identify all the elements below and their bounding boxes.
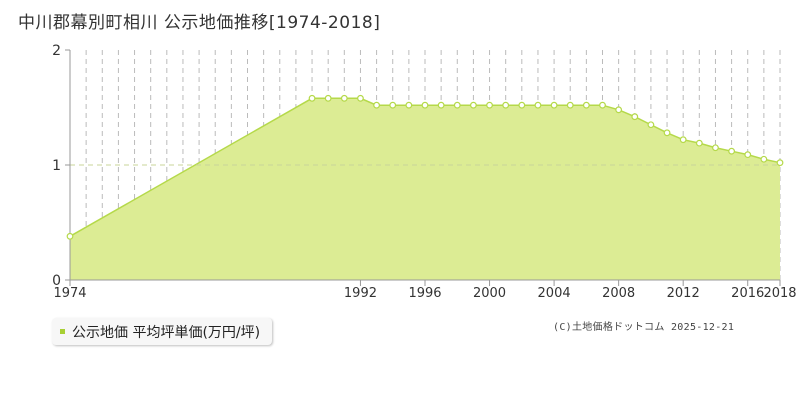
data-point [776,159,784,167]
data-point [502,101,510,109]
y-tick-label: 0 [52,273,61,289]
data-point [66,232,74,240]
data-point [453,101,461,109]
data-point [744,151,752,159]
data-point [631,113,639,121]
x-tick-label: 2016 [731,286,764,301]
data-point [679,136,687,144]
data-point [437,101,445,109]
tick-labels: 0 1 2 1974 1992 1996 2000 2004 2008 2012 2016 2018 [52,43,796,301]
data-point [663,129,671,137]
data-point [566,101,574,109]
data-point [421,101,429,109]
legend-marker [60,329,65,334]
x-tick-label: 2000 [473,286,506,301]
data-point [308,94,316,102]
data-point [340,94,348,102]
x-tick-label: 2018 [763,286,796,301]
data-point [518,101,526,109]
y-tick-label: 1 [52,158,61,174]
data-point [534,101,542,109]
data-point [405,101,413,109]
data-point [615,106,623,114]
data-point [550,101,558,109]
legend: 公示地価 平均坪単価(万円/坪) [52,318,273,345]
data-point [647,121,655,129]
data-markers [66,94,784,240]
x-tick-label: 2004 [538,286,571,301]
y-tick-label: 2 [52,43,61,59]
area-fill [70,98,780,280]
x-tick-label: 1974 [53,286,86,301]
data-point [324,94,332,102]
chart-title: 中川郡幕別町相川 公示地価推移[1974-2018] [18,13,381,33]
copyright-text: (C)土地価格ドットコム 2025-12-21 [553,322,735,333]
data-point [357,94,364,102]
legend-label: 公示地価 平均坪単価(万円/坪) [72,324,261,341]
data-point [582,101,590,109]
data-point [760,155,768,163]
x-tick-label: 1996 [408,286,441,301]
x-tick-label: 2008 [602,286,635,301]
data-point [373,101,380,109]
x-tick-label: 2012 [667,286,700,301]
area-series [69,97,781,280]
data-point [470,101,477,109]
data-point [712,144,719,152]
data-point [599,101,606,109]
axes [65,49,781,286]
data-point [728,147,735,155]
data-point [695,139,703,147]
data-point [486,101,493,109]
x-tick-label: 1992 [344,286,377,301]
data-point [389,101,397,109]
